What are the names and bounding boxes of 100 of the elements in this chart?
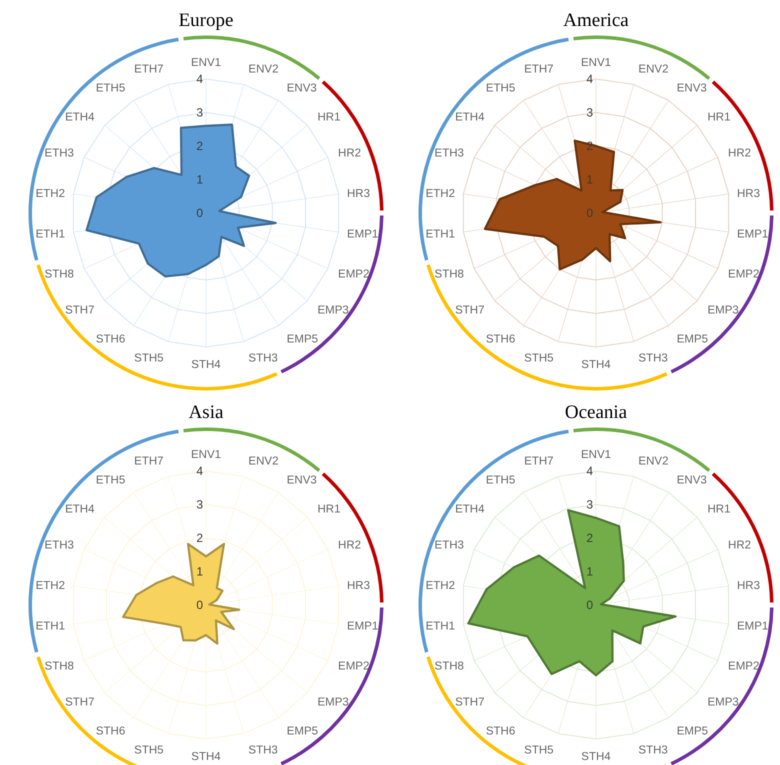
spoke-label: ENV2 — [248, 64, 278, 76]
y-tick-label: 0 — [586, 598, 594, 612]
spoke-label: EMP3 — [708, 304, 739, 317]
spoke-label: STH4 — [191, 751, 222, 764]
chart-title: Oceania — [564, 402, 628, 423]
spoke-label: STH3 — [248, 744, 278, 757]
spoke-label: STH4 — [581, 359, 612, 372]
spoke-label: EMP2 — [338, 268, 370, 280]
spoke-label: ENV1 — [190, 449, 222, 462]
spoke-label: STH5 — [134, 352, 164, 365]
y-tick-label: 3 — [196, 498, 204, 512]
spoke-label: ETH4 — [65, 503, 96, 516]
spoke-label: HR3 — [346, 580, 370, 592]
spoke-label: ETH7 — [134, 64, 164, 76]
spoke-label: EMP1 — [346, 228, 378, 240]
spoke-label: HR2 — [338, 148, 362, 160]
spoke-label: ETH5 — [96, 474, 126, 486]
spoke-label: STH5 — [134, 744, 164, 757]
spoke-label: ENV2 — [248, 456, 278, 468]
spoke-label: ETH3 — [434, 148, 464, 160]
spoke-label: EMP3 — [708, 696, 739, 709]
spoke-label: STH8 — [434, 268, 464, 280]
spoke-label: ENV1 — [580, 57, 612, 70]
y-tick-label: 2 — [586, 139, 594, 154]
spoke-label: STH4 — [581, 751, 612, 764]
spoke-label: ENV2 — [638, 456, 668, 468]
spoke-label: STH6 — [486, 334, 516, 346]
spoke-label: ENV3 — [676, 474, 707, 486]
spoke-label: HR1 — [708, 503, 731, 516]
spoke-label: STH7 — [455, 696, 484, 709]
spoke-label: EMP2 — [728, 660, 760, 672]
spoke-label: STH7 — [65, 304, 94, 317]
spoke-label: HR2 — [728, 148, 752, 160]
spoke-label: ETH1 — [426, 228, 456, 240]
spoke-label: ETH4 — [455, 111, 486, 124]
spoke-label: ETH1 — [426, 620, 456, 632]
spoke-label: ETH5 — [486, 82, 516, 94]
spoke-label: STH8 — [44, 660, 74, 672]
spoke-label: HR2 — [728, 540, 752, 552]
y-tick-label: 3 — [196, 106, 204, 120]
spoke-label: ETH2 — [426, 188, 456, 200]
y-tick-label: 4 — [586, 464, 594, 478]
spoke-label: STH8 — [44, 268, 74, 280]
spoke-label: ENV3 — [286, 82, 317, 94]
spoke-label: ETH7 — [524, 64, 554, 76]
y-tick-label: 0 — [196, 598, 204, 612]
spoke-label: EMP5 — [676, 726, 708, 738]
y-tick-label: 1 — [196, 564, 204, 579]
spoke-label: ETH5 — [486, 474, 516, 486]
spoke-label: STH5 — [524, 352, 554, 365]
spoke-label: ETH4 — [455, 503, 486, 516]
spoke-label: EMP2 — [338, 660, 370, 672]
spoke-label: STH6 — [96, 726, 126, 738]
spoke-label: HR1 — [708, 111, 731, 124]
chart-title: Europe — [178, 10, 234, 31]
y-tick-label: 0 — [196, 206, 204, 220]
chart-title: America — [563, 10, 630, 31]
spoke-label: ETH1 — [36, 620, 66, 632]
y-tick-label: 2 — [196, 139, 204, 154]
spoke-label: STH3 — [638, 352, 668, 365]
spoke-label: ETH2 — [36, 580, 66, 592]
spoke-label: ETH2 — [426, 580, 456, 592]
spoke-label: EMP5 — [676, 334, 708, 346]
chart-title: Asia — [188, 402, 224, 423]
spoke-label: ETH3 — [44, 540, 74, 552]
spoke-label: HR3 — [736, 580, 760, 592]
spoke-label: HR3 — [346, 188, 370, 200]
spoke-label: ENV2 — [638, 64, 668, 76]
spoke-label: ENV3 — [286, 474, 317, 486]
y-tick-label: 1 — [586, 172, 594, 187]
spoke-label: STH3 — [638, 744, 668, 757]
y-tick-label: 2 — [196, 531, 204, 546]
y-tick-label: 2 — [586, 531, 594, 546]
spoke-label: EMP5 — [286, 334, 318, 346]
y-tick-label: 4 — [196, 72, 204, 86]
y-tick-label: 3 — [586, 498, 594, 512]
spoke-label: STH6 — [486, 726, 516, 738]
spoke-label: HR3 — [736, 188, 760, 200]
spoke-label: EMP3 — [318, 696, 349, 709]
spoke-label: ETH5 — [96, 82, 126, 94]
spoke-label: STH5 — [524, 744, 554, 757]
spoke-label: ENV1 — [190, 57, 222, 70]
spoke-label: ETH4 — [65, 111, 96, 124]
spoke-label: EMP1 — [736, 228, 768, 240]
spoke-label: EMP2 — [728, 268, 760, 280]
spoke-label: ETH3 — [434, 540, 464, 552]
spoke-label: STH4 — [191, 359, 222, 372]
spoke-label: HR2 — [338, 540, 362, 552]
spoke-label: STH7 — [65, 696, 94, 709]
spoke-label: ENV3 — [676, 82, 707, 94]
spoke-label: STH8 — [434, 660, 464, 672]
spoke-label: ETH7 — [134, 456, 164, 468]
spoke-label: ETH2 — [36, 188, 66, 200]
spoke-label: ETH1 — [36, 228, 66, 240]
spoke-label: STH7 — [455, 304, 484, 317]
spoke-label: HR1 — [318, 111, 341, 124]
y-tick-label: 4 — [196, 464, 204, 478]
y-tick-label: 1 — [196, 172, 204, 187]
spoke-label: STH3 — [248, 352, 278, 365]
y-tick-label: 0 — [586, 206, 594, 220]
